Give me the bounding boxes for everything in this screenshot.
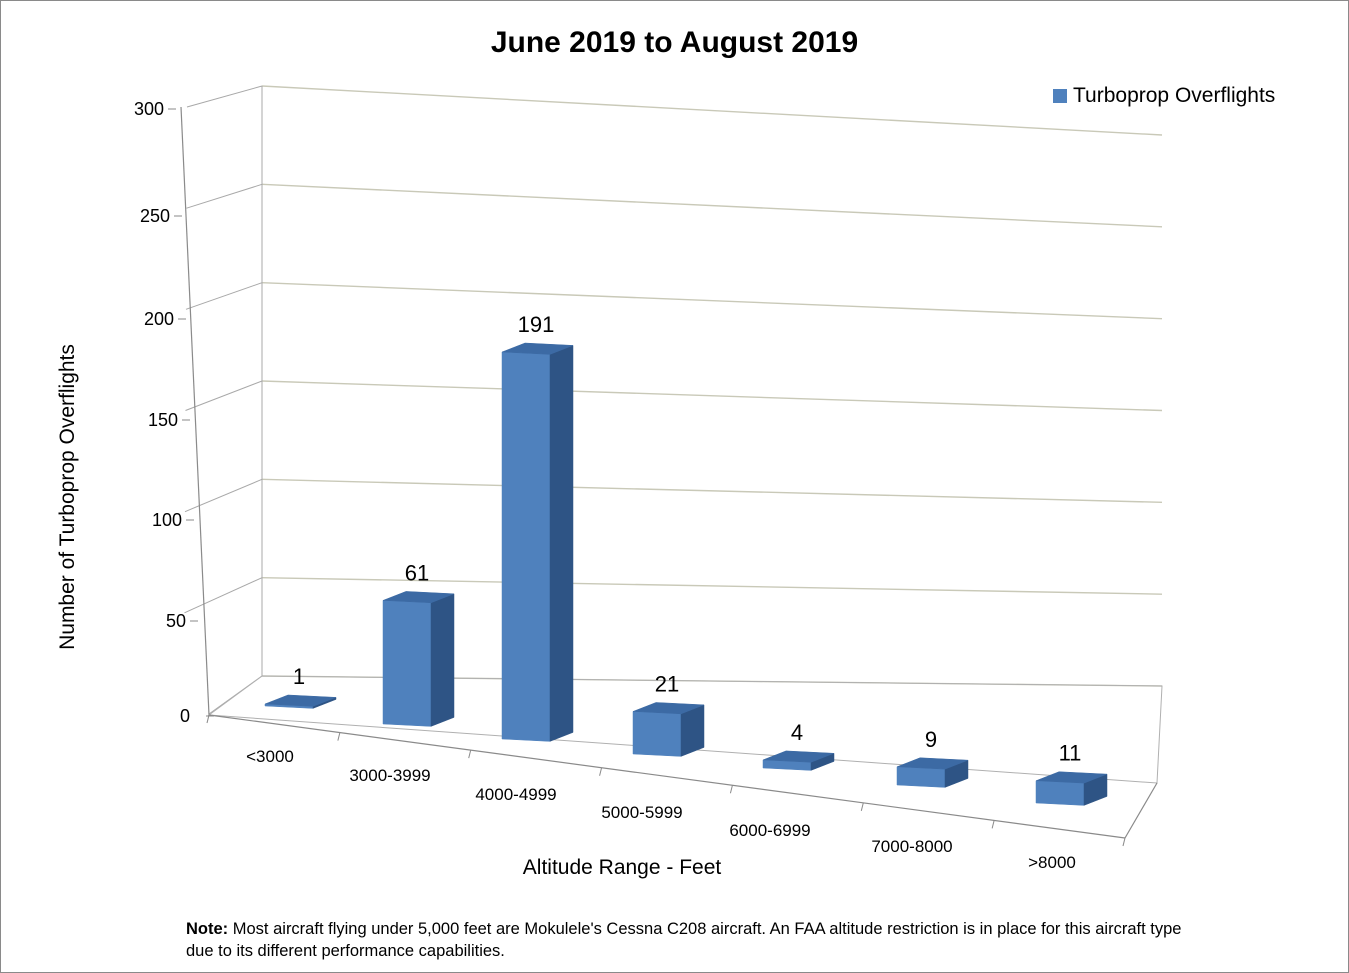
- x-tick-label: >8000: [1028, 853, 1076, 872]
- data-label: 191: [518, 312, 555, 337]
- side-gridline: [184, 577, 263, 614]
- bar-top: [762, 750, 835, 763]
- bar-top: [382, 591, 455, 604]
- x-tick-mark: [1122, 837, 1126, 847]
- legend-label: Turboprop Overflights: [1073, 84, 1276, 107]
- legend: Turboprop Overflights: [1053, 84, 1275, 108]
- note-text: Most aircraft flying under 5,000 feet ar…: [186, 920, 1182, 960]
- note-label: Note:: [186, 920, 229, 938]
- bar-front: [382, 600, 432, 727]
- side-gridline: [186, 85, 263, 108]
- gridline: [261, 576, 1163, 595]
- x-tick-mark: [599, 767, 603, 776]
- bar-side: [549, 345, 574, 742]
- bar-front: [501, 351, 551, 742]
- y-axis-line: [180, 106, 210, 716]
- y-tick-label: 150: [148, 410, 178, 430]
- bar-front: [1035, 780, 1085, 806]
- legend-swatch: [1053, 89, 1067, 103]
- gridline: [261, 183, 1163, 228]
- gridline: [261, 85, 1163, 136]
- x-tick-mark: [206, 714, 210, 724]
- y-tick-label: 100: [152, 510, 182, 530]
- bar-front: [896, 766, 946, 788]
- data-label: 21: [655, 671, 679, 696]
- chart-title: June 2019 to August 2019: [490, 26, 859, 59]
- x-tick-label: 7000-8000: [871, 837, 952, 856]
- data-label: 1: [293, 664, 305, 689]
- data-label: 9: [925, 727, 937, 752]
- bar-top: [896, 757, 969, 770]
- x-tick-label: 5000-5999: [601, 803, 682, 822]
- x-tick-mark: [729, 785, 733, 794]
- x-tick-label: <3000: [246, 747, 294, 766]
- data-label: 61: [405, 560, 429, 585]
- y-tick-label: 300: [134, 99, 164, 119]
- floor: [207, 675, 1163, 784]
- side-gridline: [185, 282, 263, 310]
- gridline: [261, 478, 1163, 504]
- gridline: [261, 281, 1163, 320]
- bar-side: [430, 593, 455, 727]
- side-gridline: [184, 478, 263, 513]
- side-gridline: [186, 183, 263, 209]
- bar-top: [501, 342, 574, 355]
- bar-top: [632, 702, 705, 715]
- side-gridline: [185, 380, 263, 411]
- x-tick-mark: [860, 802, 864, 811]
- x-tick-label: 4000-4999: [475, 785, 556, 804]
- gridline: [261, 380, 1163, 412]
- x-tick-label: 3000-3999: [349, 766, 430, 785]
- x-axis-label: Altitude Range - Feet: [522, 856, 722, 879]
- bar-top: [264, 694, 337, 707]
- y-tick-label: 0: [180, 706, 190, 726]
- floor-right-edge: [1124, 782, 1158, 839]
- x-tick-mark: [468, 750, 472, 759]
- bar-front: [632, 711, 682, 757]
- data-label: 11: [1059, 741, 1082, 766]
- chart-plot: 0 50 100 150 200 250 300 <3000 3000-3999 4000-499…: [134, 85, 1163, 872]
- chart-note: Note: Most aircraft flying under 5,000 f…: [186, 918, 1186, 962]
- y-tick-label: 50: [166, 611, 186, 631]
- data-label: 4: [791, 720, 803, 745]
- bar-top: [1035, 771, 1108, 784]
- x-axis-line: [208, 714, 1126, 839]
- y-tick-label: 200: [144, 309, 174, 329]
- y-tick-label: 250: [140, 206, 170, 226]
- x-tick-mark: [337, 732, 341, 741]
- x-tick-label: 6000-6999: [729, 821, 810, 840]
- x-tick-mark: [991, 820, 995, 829]
